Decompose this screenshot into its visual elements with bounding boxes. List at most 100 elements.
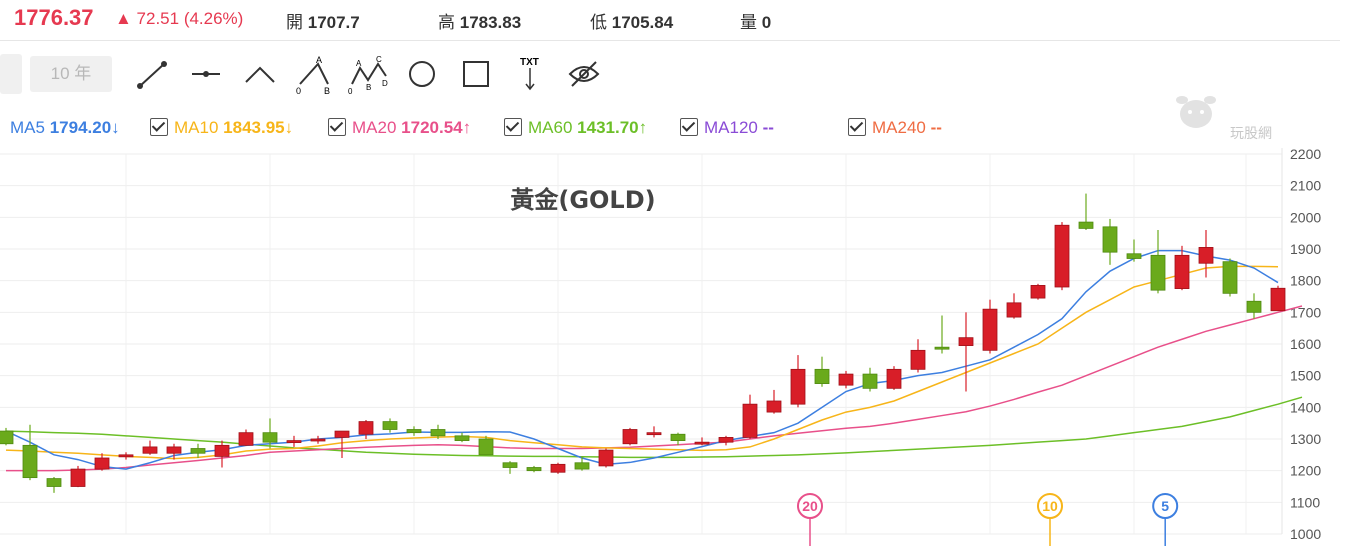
high-value: 1783.83 (459, 13, 522, 32)
candle (694, 437, 710, 446)
svg-text:TXT: TXT (520, 57, 539, 68)
candle (142, 440, 158, 455)
candle-body (262, 432, 278, 443)
candle-body (1270, 287, 1286, 312)
y-tick-label: 1400 (1290, 399, 1321, 415)
period-prev-button[interactable] (0, 54, 22, 94)
quote-bar: 1776.37 ▲ 72.51 (4.26%) 開 1707.7 高 1783.… (0, 0, 1340, 41)
rectangle-tool-icon[interactable] (454, 54, 498, 94)
candle (94, 453, 110, 471)
hide-drawings-icon[interactable] (562, 54, 606, 94)
ma-marker: 20 (797, 493, 823, 546)
candle-body (478, 438, 494, 456)
ma5-arrow: ↓ (111, 118, 120, 137)
ma60-value: 1431.70 (577, 118, 639, 137)
ma-marker: 10 (1037, 493, 1063, 546)
candle (1222, 258, 1238, 297)
candle (478, 435, 494, 456)
candle (934, 315, 950, 354)
ma240-checkbox[interactable] (848, 118, 866, 136)
svg-text:A: A (316, 55, 322, 65)
candle-body (886, 368, 902, 389)
chart-grid: 1000 1100 1200 1300 1400 1500 1600 1700 1800 1900… (0, 148, 1321, 542)
candle (46, 477, 62, 493)
candle-body (22, 444, 38, 479)
candle-body (46, 478, 62, 487)
ma20-arrow: ↑ (462, 118, 472, 137)
horizontal-line-tool-icon[interactable] (184, 54, 228, 94)
candle (958, 312, 974, 392)
ma20-name: MA20 (352, 118, 397, 137)
ma10-value: 1843.95 (223, 118, 285, 137)
low-value: 1705.84 (611, 13, 674, 32)
ma5-line (5, 249, 1279, 470)
y-tick-label: 1600 (1290, 336, 1321, 352)
open-label: 開 (286, 13, 303, 32)
candle-body (166, 446, 182, 454)
candle-body (718, 437, 734, 443)
abc-pattern-tool-icon[interactable]: A 0 B (292, 54, 336, 96)
candle (430, 424, 446, 439)
marker-label: 20 (802, 498, 818, 514)
candle-body (790, 368, 806, 405)
candle (406, 426, 422, 436)
ma20-checkbox[interactable] (328, 118, 346, 136)
candle (382, 418, 398, 433)
candle-body (1150, 254, 1166, 291)
ma60-checkbox[interactable] (504, 118, 522, 136)
candle (814, 356, 830, 387)
abcd-pattern-tool-icon[interactable]: 0 A B C D (346, 54, 390, 96)
candle-body (1006, 302, 1022, 318)
candle-body (118, 454, 134, 458)
candle (886, 366, 902, 390)
ma120-checkbox[interactable] (680, 118, 698, 136)
candle-body (1246, 300, 1262, 313)
candle (622, 427, 638, 446)
angle-tool-icon[interactable] (238, 54, 282, 94)
ma10-checkbox[interactable] (150, 118, 168, 136)
text-tool-icon[interactable]: TXT (508, 54, 552, 94)
svg-text:B: B (366, 83, 371, 92)
candle-body (982, 308, 998, 351)
candle (1078, 193, 1094, 230)
candle (118, 452, 134, 460)
candle-body (694, 441, 710, 445)
candle-body (286, 440, 302, 443)
candle-body (766, 400, 782, 413)
ma120-legend: MA120 -- (680, 118, 774, 138)
candle (838, 370, 854, 389)
candle (502, 461, 518, 474)
line-tool-icon[interactable] (130, 54, 174, 94)
price-change: ▲ 72.51 (4.26%) (115, 9, 244, 28)
candle (550, 462, 566, 474)
y-tick-label: 2100 (1290, 178, 1321, 194)
y-tick-label: 2200 (1290, 148, 1321, 162)
candle (310, 435, 326, 444)
candlestick-chart[interactable]: 1000 1100 1200 1300 1400 1500 1600 1700 1800 1900… (0, 148, 1340, 546)
ma60-name: MA60 (528, 118, 573, 137)
ma5-legend: MA5 1794.20↓ (10, 118, 120, 138)
candle-body (1222, 261, 1238, 294)
candle (670, 432, 686, 446)
candle-body (214, 444, 230, 457)
y-tick-label: 1700 (1290, 304, 1321, 320)
last-price: 1776.37 (14, 5, 94, 30)
y-tick-label: 1300 (1290, 431, 1321, 447)
candle (1174, 245, 1190, 291)
low-stat: 低 1705.84 (590, 8, 673, 33)
candle-body (1102, 226, 1118, 253)
candle-body (910, 349, 926, 370)
candle (1270, 285, 1286, 312)
candle (790, 355, 806, 408)
y-tick-label: 1200 (1290, 463, 1321, 479)
candle (598, 448, 614, 468)
logo-text: 玩股網 (1230, 126, 1272, 142)
circle-tool-icon[interactable] (400, 54, 444, 94)
candle (526, 465, 542, 473)
candle (910, 339, 926, 373)
candle (574, 456, 590, 471)
candle (646, 426, 662, 438)
ma10-line (5, 265, 1279, 460)
candle-body (1174, 254, 1190, 289)
period-10y-button[interactable]: 10 年 (30, 56, 112, 92)
